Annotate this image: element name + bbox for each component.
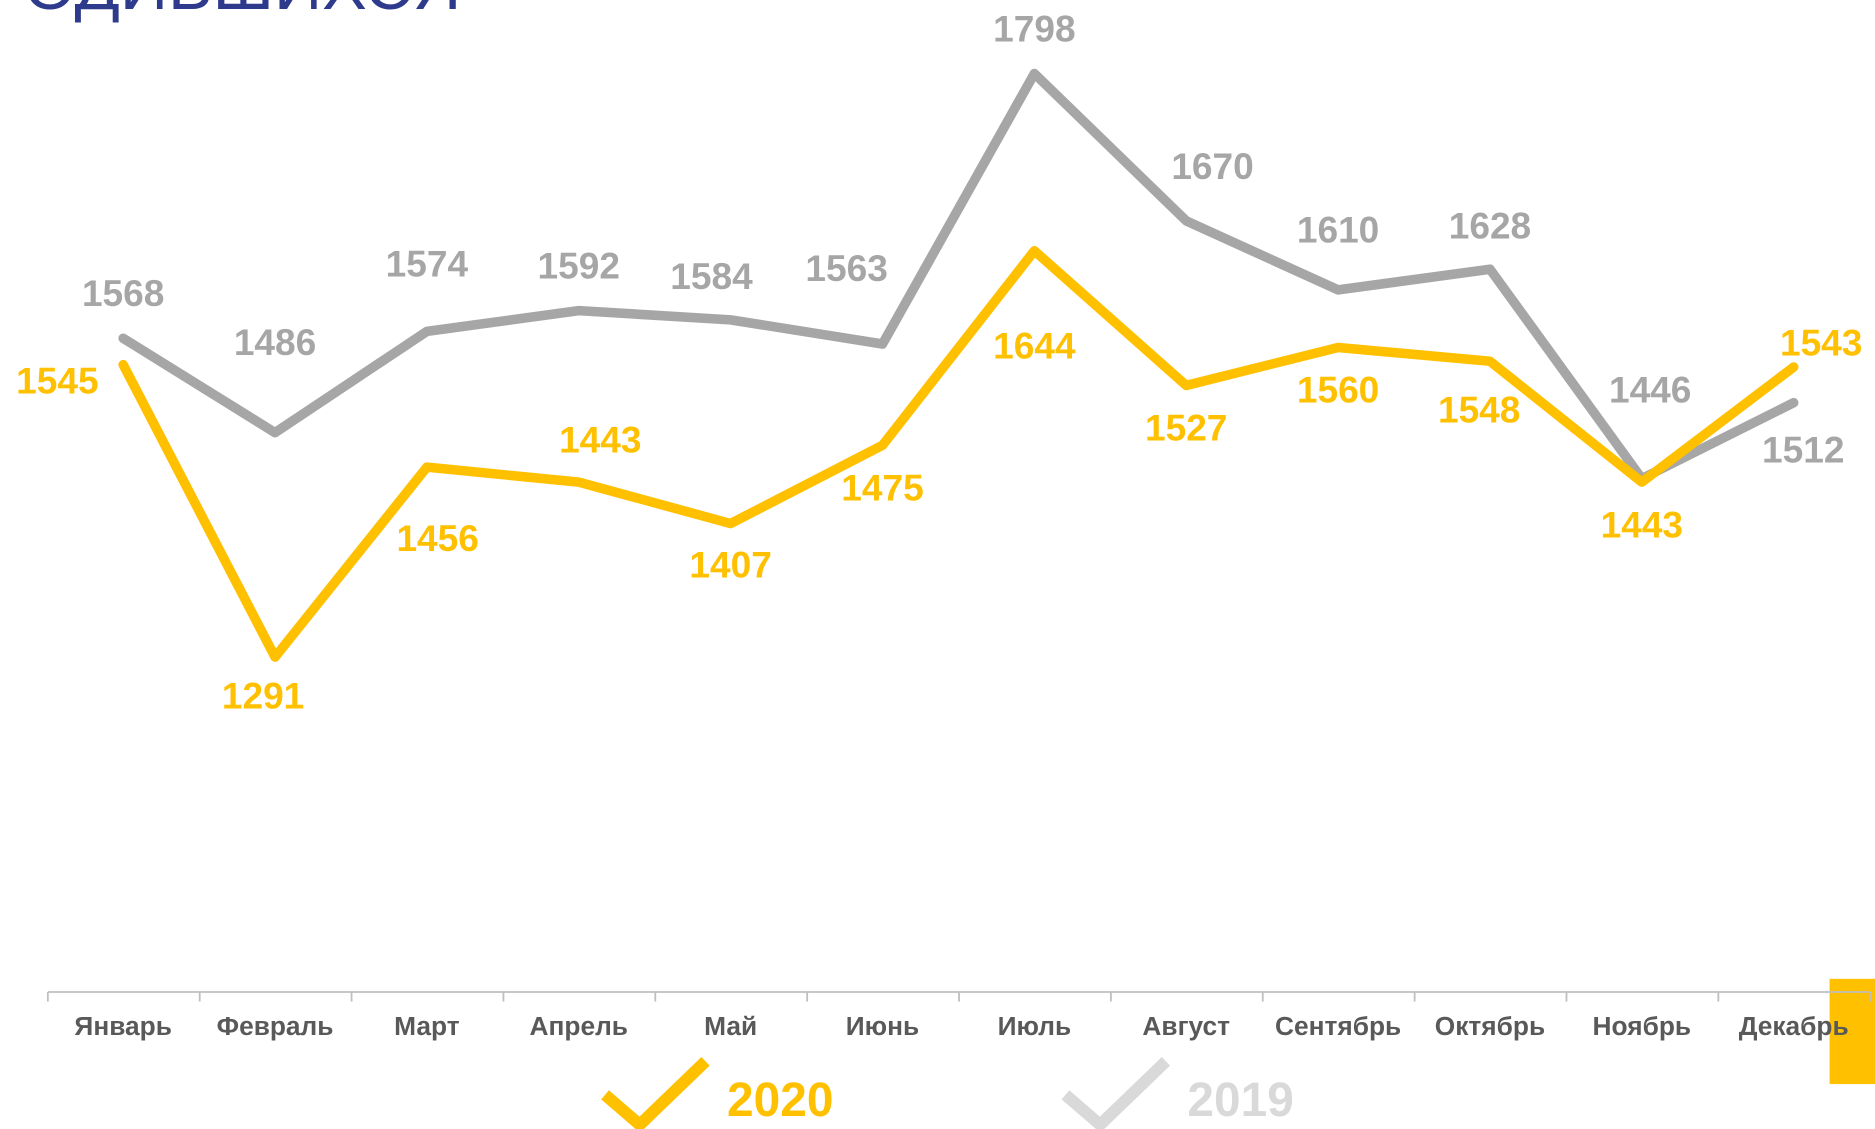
x-tick-label: Июнь bbox=[846, 1011, 919, 1041]
data-label: 1543 bbox=[1780, 321, 1862, 363]
data-label: 1568 bbox=[82, 272, 164, 314]
data-label: 1407 bbox=[689, 544, 771, 586]
data-label: 1644 bbox=[993, 325, 1076, 367]
legend-icon bbox=[601, 1057, 710, 1129]
data-label: 1456 bbox=[396, 517, 478, 559]
data-label: 1475 bbox=[841, 467, 923, 509]
legend-label: 2019 bbox=[1187, 1074, 1293, 1127]
data-label: 1574 bbox=[386, 243, 469, 285]
data-label: 1446 bbox=[1609, 368, 1691, 410]
data-label: 1610 bbox=[1297, 208, 1379, 250]
x-tick-label: Ноябрь bbox=[1593, 1011, 1692, 1041]
data-label: 1563 bbox=[805, 247, 887, 289]
x-tick-label: Май bbox=[704, 1011, 757, 1041]
data-label: 1527 bbox=[1145, 407, 1227, 449]
x-tick-label: Июль bbox=[998, 1011, 1072, 1041]
data-label: 1486 bbox=[234, 321, 316, 363]
data-label: 1443 bbox=[559, 418, 641, 460]
data-label: 1798 bbox=[993, 7, 1075, 49]
data-label: 1628 bbox=[1449, 204, 1531, 246]
x-tick-label: Апрель bbox=[530, 1011, 628, 1041]
data-label: 1443 bbox=[1601, 503, 1683, 545]
data-label: 1592 bbox=[538, 245, 620, 287]
series-line bbox=[118, 246, 1799, 662]
data-label: 1584 bbox=[670, 255, 753, 297]
x-tick-label: Март bbox=[394, 1011, 460, 1041]
x-tick-label: Август bbox=[1142, 1011, 1230, 1041]
data-label: 1670 bbox=[1171, 145, 1253, 187]
x-tick-label: Февраль bbox=[217, 1011, 334, 1041]
data-label: 1548 bbox=[1438, 388, 1520, 430]
x-tick-label: Сентябрь bbox=[1275, 1011, 1401, 1041]
legend-label: 2020 bbox=[727, 1074, 833, 1127]
x-tick-label: Январь bbox=[74, 1011, 171, 1041]
data-label: 1512 bbox=[1762, 429, 1844, 471]
data-label: 1545 bbox=[16, 360, 98, 402]
legend-icon bbox=[1061, 1057, 1171, 1129]
chart-title: ОДИВШИХСЯ bbox=[24, 0, 461, 24]
data-label: 1560 bbox=[1297, 369, 1379, 411]
data-label: 1291 bbox=[222, 675, 304, 717]
x-tick-label: Октябрь bbox=[1435, 1011, 1545, 1041]
decoration bbox=[1829, 978, 1875, 1085]
x-tick-label: Декабрь bbox=[1739, 1011, 1849, 1041]
series-line bbox=[118, 68, 1799, 484]
